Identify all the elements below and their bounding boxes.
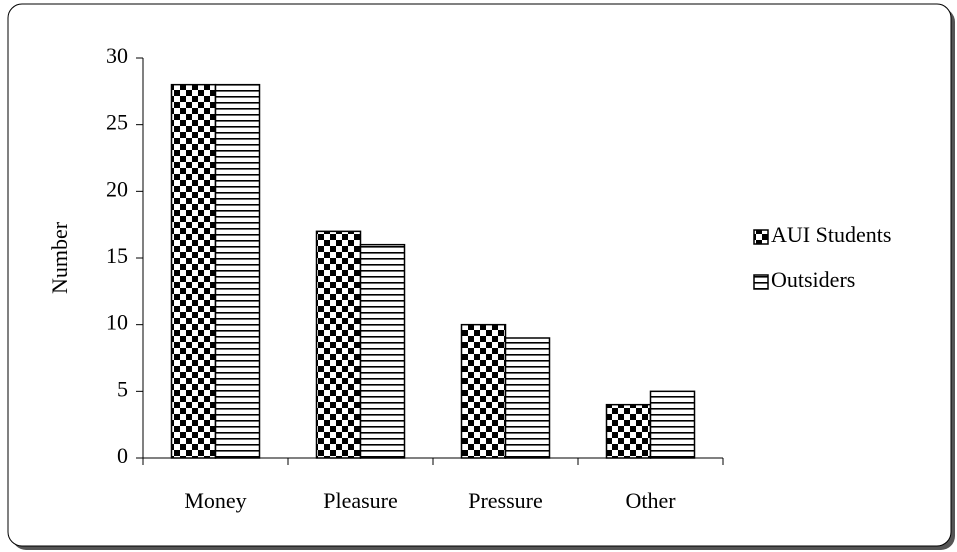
x-tick-label: Pleasure <box>323 488 398 513</box>
legend-label: AUI Students <box>771 222 891 247</box>
bar <box>649 390 696 459</box>
bar <box>315 230 362 459</box>
bar <box>359 243 406 459</box>
x-tick-label: Money <box>184 488 246 513</box>
y-tick-label: 30 <box>106 43 128 68</box>
y-tick-label: 10 <box>106 310 128 335</box>
y-tick-label: 15 <box>106 243 128 268</box>
bar <box>214 83 261 459</box>
y-tick-label: 25 <box>106 110 128 135</box>
x-tick-label: Pressure <box>468 488 543 513</box>
bar <box>460 323 507 459</box>
y-axis-label: Number <box>47 221 72 294</box>
legend-label: Outsiders <box>771 267 855 292</box>
y-tick-label: 20 <box>106 176 128 201</box>
bar <box>170 83 217 459</box>
bar <box>605 403 652 459</box>
y-tick-label: 0 <box>117 443 128 468</box>
y-tick-label: 5 <box>117 376 128 401</box>
legend-swatch <box>753 229 769 245</box>
legend-swatch <box>753 274 769 290</box>
x-tick-label: Other <box>625 488 676 513</box>
bar <box>504 337 551 459</box>
